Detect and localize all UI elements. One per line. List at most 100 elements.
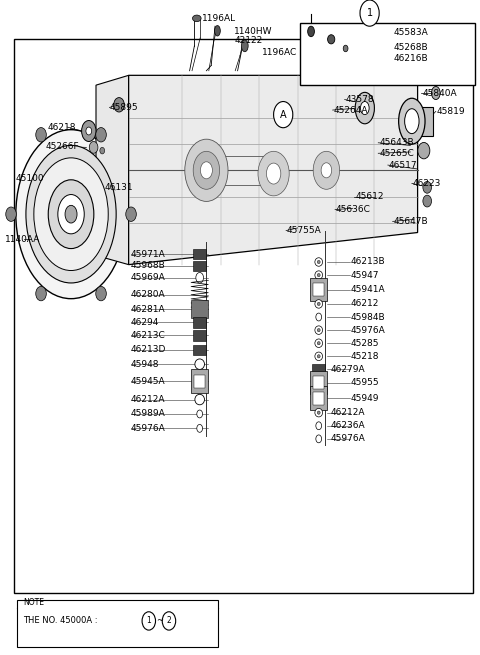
Ellipse shape xyxy=(343,45,348,52)
Text: 45840A: 45840A xyxy=(422,88,457,98)
Ellipse shape xyxy=(405,109,419,134)
Text: 45755A: 45755A xyxy=(287,226,322,235)
Text: 45976A: 45976A xyxy=(350,326,385,335)
Bar xyxy=(193,317,206,328)
Ellipse shape xyxy=(192,15,201,22)
Ellipse shape xyxy=(197,410,203,418)
Ellipse shape xyxy=(315,258,323,266)
Bar xyxy=(14,39,473,593)
Text: 46281A: 46281A xyxy=(131,305,165,314)
Text: 45971A: 45971A xyxy=(131,250,165,259)
Text: 45947: 45947 xyxy=(350,271,379,280)
Text: 45949: 45949 xyxy=(350,394,379,403)
Bar xyxy=(312,364,325,375)
Text: 46212: 46212 xyxy=(350,299,379,309)
Text: 42122: 42122 xyxy=(234,36,263,45)
Bar xyxy=(17,600,218,647)
Ellipse shape xyxy=(315,299,323,308)
Ellipse shape xyxy=(197,424,203,432)
Ellipse shape xyxy=(195,394,204,405)
Text: 1196AC: 1196AC xyxy=(262,48,297,57)
Text: 2: 2 xyxy=(167,616,171,626)
Bar xyxy=(191,369,208,393)
Ellipse shape xyxy=(89,141,98,153)
Text: 45268B: 45268B xyxy=(394,43,428,52)
Text: 45941A: 45941A xyxy=(350,285,385,294)
Ellipse shape xyxy=(36,286,46,301)
Text: NOTE: NOTE xyxy=(23,597,44,607)
Ellipse shape xyxy=(215,26,220,36)
Text: 45647B: 45647B xyxy=(394,217,428,226)
Text: ~: ~ xyxy=(156,616,163,626)
Text: 45948: 45948 xyxy=(131,360,159,369)
Ellipse shape xyxy=(195,359,204,369)
Ellipse shape xyxy=(308,26,314,37)
Circle shape xyxy=(274,102,293,128)
Text: 45636C: 45636C xyxy=(336,205,371,214)
Ellipse shape xyxy=(36,128,47,142)
Bar xyxy=(194,375,205,388)
Text: 46213C: 46213C xyxy=(131,331,165,340)
Ellipse shape xyxy=(423,195,432,207)
Ellipse shape xyxy=(315,352,323,360)
Text: 46212A: 46212A xyxy=(131,395,165,404)
Bar xyxy=(402,107,433,136)
Ellipse shape xyxy=(418,143,430,159)
Bar xyxy=(313,283,324,296)
Text: 46236A: 46236A xyxy=(330,421,365,430)
Bar xyxy=(313,376,324,389)
Ellipse shape xyxy=(58,195,84,234)
Bar xyxy=(193,345,206,355)
Text: 46216B: 46216B xyxy=(394,54,428,64)
Text: 46279A: 46279A xyxy=(330,365,365,374)
Text: 1140HW: 1140HW xyxy=(234,27,273,36)
Text: 45266F: 45266F xyxy=(46,142,79,151)
Polygon shape xyxy=(129,75,418,265)
Circle shape xyxy=(162,612,176,630)
Ellipse shape xyxy=(313,151,340,189)
Text: 45100: 45100 xyxy=(16,174,45,183)
Ellipse shape xyxy=(185,140,228,202)
Ellipse shape xyxy=(193,151,219,189)
Ellipse shape xyxy=(96,286,106,301)
Bar xyxy=(310,278,327,301)
Text: 45583A: 45583A xyxy=(394,28,428,37)
Bar xyxy=(191,300,208,318)
Text: 46213B: 46213B xyxy=(350,257,385,267)
Ellipse shape xyxy=(96,128,107,142)
Text: 45265C: 45265C xyxy=(379,149,414,158)
Ellipse shape xyxy=(114,98,124,112)
Ellipse shape xyxy=(398,98,425,144)
Text: 45989A: 45989A xyxy=(131,409,165,419)
Text: 45643B: 45643B xyxy=(379,138,414,147)
Circle shape xyxy=(142,612,156,630)
Text: 45218: 45218 xyxy=(350,352,379,361)
Text: 1: 1 xyxy=(146,616,151,626)
Circle shape xyxy=(360,0,379,26)
Ellipse shape xyxy=(355,92,374,124)
Ellipse shape xyxy=(317,302,320,305)
Ellipse shape xyxy=(86,127,92,135)
Text: 46223: 46223 xyxy=(413,179,441,188)
Ellipse shape xyxy=(321,162,332,178)
Polygon shape xyxy=(96,75,129,265)
Text: 45819: 45819 xyxy=(437,107,466,116)
Ellipse shape xyxy=(317,342,320,345)
Text: 45984B: 45984B xyxy=(350,312,385,322)
Text: 46517: 46517 xyxy=(389,160,418,170)
Ellipse shape xyxy=(201,162,212,179)
Ellipse shape xyxy=(315,409,323,417)
Ellipse shape xyxy=(26,145,116,283)
Ellipse shape xyxy=(266,163,281,184)
Text: 1140AA: 1140AA xyxy=(5,234,40,244)
Ellipse shape xyxy=(258,151,289,196)
Bar xyxy=(300,23,475,85)
Ellipse shape xyxy=(317,329,320,331)
Text: 43578: 43578 xyxy=(346,95,374,104)
Ellipse shape xyxy=(100,147,105,154)
Ellipse shape xyxy=(360,102,369,115)
Text: 46280A: 46280A xyxy=(131,290,165,299)
Text: A: A xyxy=(280,109,287,120)
Bar xyxy=(193,330,206,341)
Ellipse shape xyxy=(241,40,248,52)
